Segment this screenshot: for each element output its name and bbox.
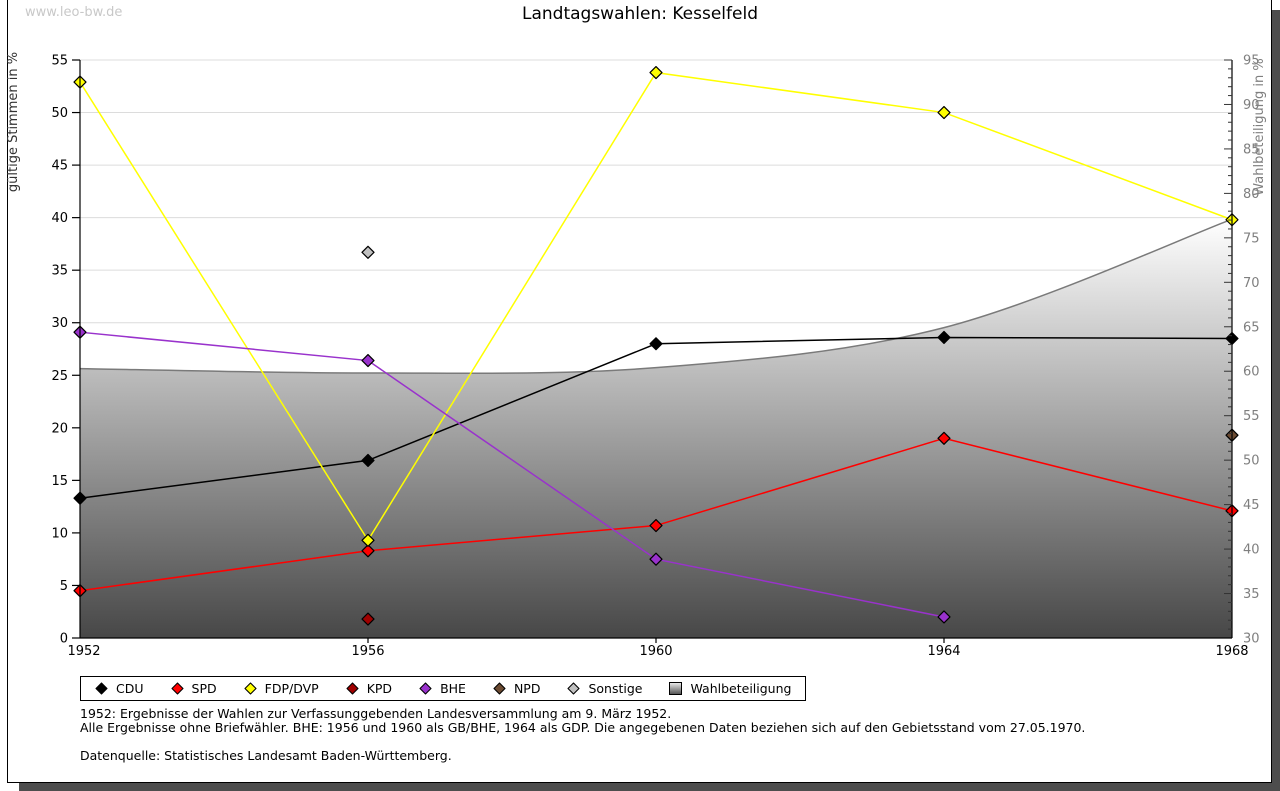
right-axis-tick-label: 90 xyxy=(1243,98,1260,113)
legend-label: BHE xyxy=(440,681,466,696)
right-axis-tick-label: 75 xyxy=(1243,231,1260,246)
legend-diamond-icon xyxy=(95,682,108,695)
legend-item-sonstige: Sonstige xyxy=(567,681,642,696)
legend-area-swatch-icon xyxy=(669,682,683,695)
data-point-bhe-1960 xyxy=(649,552,663,566)
legend-diamond-icon xyxy=(419,682,432,695)
footnote-line: 1952: Ergebnisse der Wahlen zur Verfassu… xyxy=(80,706,672,721)
legend-diamond-icon xyxy=(170,682,184,695)
left-axis-tick-label: 45 xyxy=(51,159,68,174)
legend-item-fdpdvp: FDP/DVP xyxy=(244,681,319,696)
x-axis-tick-label: 1956 xyxy=(351,644,384,659)
footnote-spacer xyxy=(80,735,1230,749)
x-axis-tick-label: 1952 xyxy=(67,644,100,659)
left-axis-tick-label: 0 xyxy=(60,632,68,647)
right-axis-tick-label: 85 xyxy=(1243,142,1260,157)
legend-item-bhe: BHE xyxy=(419,681,466,696)
right-axis-tick-label: 40 xyxy=(1243,543,1260,558)
series-markers-kpd xyxy=(361,612,375,626)
right-axis-title: Wahlbeteiligung in % xyxy=(1252,58,1267,195)
right-axis-tick-label: 30 xyxy=(1243,632,1260,647)
left-axis: 0 5 10 15 20 25 30 35 40 45 50 55 gültige Stimmen in… xyxy=(6,52,81,647)
right-axis-tick-label: 65 xyxy=(1243,320,1260,335)
watermark: www.leo-bw.de xyxy=(25,5,123,20)
left-axis-tick-label: 10 xyxy=(51,526,68,541)
legend-item-spd: SPD xyxy=(170,681,217,696)
left-axis-tick-label: 5 xyxy=(60,579,68,594)
right-axis-tick-label: 55 xyxy=(1243,409,1260,424)
legend-label: Wahlbeteiligung xyxy=(690,681,792,696)
right-axis-tick-label: 45 xyxy=(1243,498,1260,513)
right-axis-tick-label: 95 xyxy=(1243,54,1260,69)
left-axis-tick-label: 35 xyxy=(51,264,68,279)
turnout-area-series xyxy=(79,218,1233,638)
left-axis-tick-label: 25 xyxy=(51,369,68,384)
legend-diamond-icon xyxy=(244,682,257,695)
data-point-spd-1956 xyxy=(361,544,375,558)
right-axis: 30 35 40 45 50 55 60 65 70 75 80 85 90 95Wahlbeteilig… xyxy=(1224,54,1267,647)
right-axis-tick-label: 35 xyxy=(1243,587,1260,602)
footnote-line: Alle Ergebnisse ohne Briefwähler. BHE: 1… xyxy=(80,720,1086,735)
left-axis-tick-label: 30 xyxy=(51,316,68,331)
right-axis-tick-label: 80 xyxy=(1243,187,1260,202)
legend-item-wahlbeteiligung: Wahlbeteiligung xyxy=(669,681,791,696)
data-point-fdpdvp-1956 xyxy=(361,533,375,547)
chart-title: Landtagswahlen: Kesselfeld xyxy=(522,4,758,24)
legend-label: SPD xyxy=(191,681,217,696)
legend-item-cdu: CDU xyxy=(95,681,144,696)
right-axis-tick-label: 60 xyxy=(1243,365,1260,380)
legend-diamond-icon xyxy=(346,682,359,695)
election-line-chart: 0 5 10 15 20 25 30 35 40 45 50 55 gültige Stimmen in… xyxy=(6,52,1267,659)
data-point-spd-1964 xyxy=(937,431,951,445)
data-point-fdpdvp-1960 xyxy=(649,66,663,80)
footnote-line: Datenquelle: Statistisches Landesamt Bad… xyxy=(80,748,452,763)
right-axis-tick-label: 70 xyxy=(1243,276,1260,291)
data-point-spd-1960 xyxy=(649,518,663,533)
data-point-bhe-1964 xyxy=(937,610,951,624)
legend-diamond-icon xyxy=(567,682,581,695)
x-axis-tick-label: 1964 xyxy=(927,644,960,659)
x-axis-tick-label: 1968 xyxy=(1215,644,1248,659)
left-axis-tick-label: 55 xyxy=(51,54,68,69)
left-axis-tick-label: 40 xyxy=(51,211,68,226)
series-markers-bhe xyxy=(73,325,951,624)
series-markers-fdpdvp xyxy=(73,66,1239,547)
legend-label: NPD xyxy=(513,681,541,696)
data-point-cdu-1960 xyxy=(649,337,663,351)
right-axis-tick-label: 50 xyxy=(1243,454,1260,469)
data-point-fdpdvp-1964 xyxy=(937,105,951,120)
data-point-kpd-1956 xyxy=(361,612,375,626)
data-point-cdu-1964 xyxy=(937,330,951,345)
left-axis-tick-label: 20 xyxy=(51,421,68,436)
x-axis-tick-label: 1960 xyxy=(639,644,672,659)
series-markers-cdu xyxy=(73,330,1239,505)
legend-diamond-icon xyxy=(493,682,506,695)
footnotes: 1952: Ergebnisse der Wahlen zur Verfassu… xyxy=(80,707,1230,763)
series-line-bhe xyxy=(79,331,945,618)
left-axis-title: gültige Stimmen in % xyxy=(6,52,21,192)
legend-label: FDP/DVP xyxy=(264,681,319,696)
legend-item-npd: NPD xyxy=(493,681,541,696)
data-point-sonstige-1956 xyxy=(361,245,375,259)
chart-legend: CDU SPD FDP/DVP KPD BHE NPD Sonstige Wahlbeteil… xyxy=(80,676,807,701)
legend-label: CDU xyxy=(116,681,144,696)
data-point-cdu-1956 xyxy=(361,453,375,467)
series-markers-sonstige xyxy=(361,245,375,259)
left-axis-tick-label: 15 xyxy=(51,474,68,489)
legend-label: Sonstige xyxy=(588,681,643,696)
left-axis-tick-label: 50 xyxy=(51,106,68,121)
x-axis: 1952 1956 1960 1964 1968 xyxy=(67,637,1249,659)
data-point-bhe-1956 xyxy=(361,353,375,368)
legend-label: KPD xyxy=(366,681,393,696)
legend-item-kpd: KPD xyxy=(346,681,392,696)
